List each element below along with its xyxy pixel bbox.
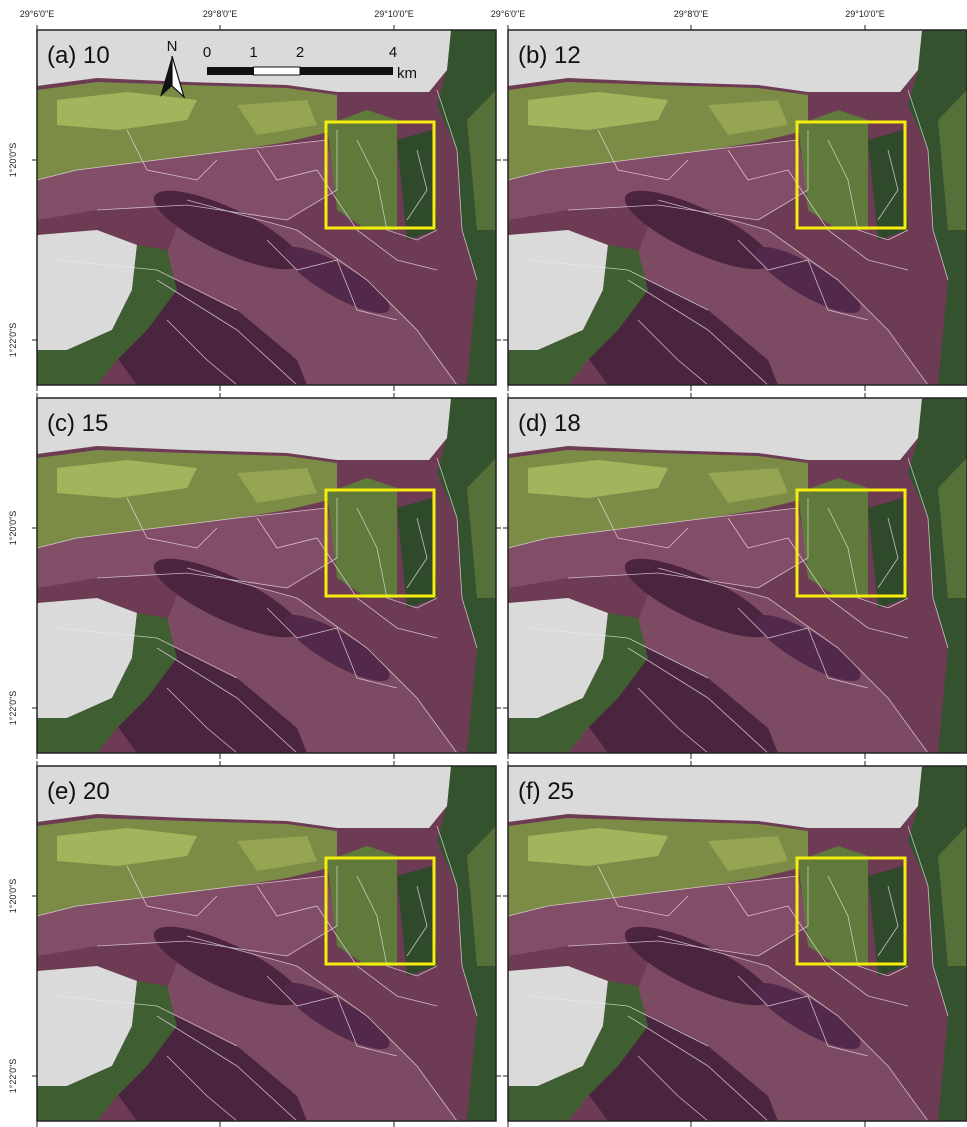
y-coordinate-label: 1°22'0"S xyxy=(8,323,18,358)
scale-label: 2 xyxy=(296,44,304,61)
panel-label: (a) 10 xyxy=(47,42,110,69)
panel-label: (f) 25 xyxy=(518,778,574,805)
map-panel: (a) 10 xyxy=(32,25,501,391)
x-coordinate-label: 29°8'0"E xyxy=(674,9,709,19)
map-panel: (e) 20 xyxy=(32,761,501,1127)
y-coordinate-label: 1°22'0"S xyxy=(8,691,18,726)
y-coordinate-label: 1°20'0"S xyxy=(8,879,18,914)
map-panel: (f) 25 xyxy=(503,761,967,1127)
panel-label: (b) 12 xyxy=(518,42,581,69)
x-coordinate-label: 29°8'0"E xyxy=(203,9,238,19)
x-coordinate-label: 29°6'0"E xyxy=(20,9,55,19)
map-image xyxy=(37,398,496,753)
figure: (a) 10 (b) 12 (c) 15 (d) 18 (e) 20 (f) 25 29°6… xyxy=(0,0,967,1127)
scale-bar xyxy=(254,67,301,75)
panel-label: (c) 15 xyxy=(47,410,108,437)
scale-bar xyxy=(300,67,393,75)
scale-unit: km xyxy=(397,65,417,82)
x-coordinate-label: 29°10'0"E xyxy=(374,9,414,19)
scale-bar xyxy=(207,67,254,75)
map-panel: (d) 18 xyxy=(503,393,967,759)
map-panel: (b) 12 xyxy=(503,25,967,391)
map-image xyxy=(508,766,967,1121)
map-image xyxy=(37,30,496,385)
scale-label: 1 xyxy=(249,44,257,61)
panel-label: (d) 18 xyxy=(518,410,581,437)
map-image xyxy=(508,30,967,385)
y-coordinate-label: 1°22'0"S xyxy=(8,1059,18,1094)
panel-label: (e) 20 xyxy=(47,778,110,805)
north-label: N xyxy=(167,38,178,55)
x-coordinate-label: 29°10'0"E xyxy=(845,9,885,19)
y-coordinate-label: 1°20'0"S xyxy=(8,143,18,178)
scale-label: 4 xyxy=(389,44,397,61)
map-panel: (c) 15 xyxy=(32,393,501,759)
y-coordinate-label: 1°20'0"S xyxy=(8,511,18,546)
map-image xyxy=(508,398,967,753)
map-image xyxy=(37,766,496,1121)
scale-label: 0 xyxy=(203,44,211,61)
x-coordinate-label: 29°6'0"E xyxy=(491,9,526,19)
